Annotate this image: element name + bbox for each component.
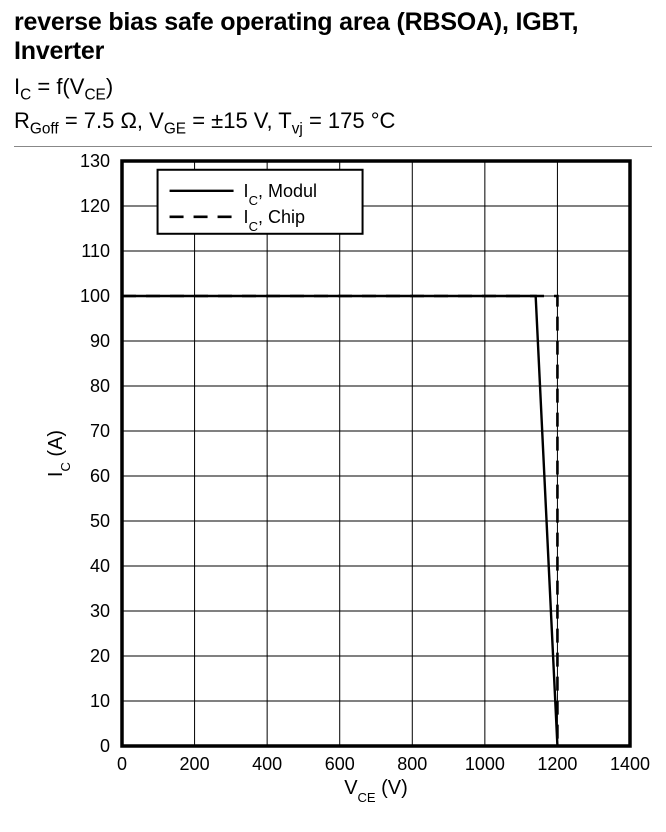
x-tick-label: 800 xyxy=(397,754,427,774)
x-axis-label: VCE (V) xyxy=(344,777,408,805)
x-tick-label: 600 xyxy=(325,754,355,774)
x-tick-label: 1000 xyxy=(465,754,505,774)
x-tick-label: 0 xyxy=(117,754,127,774)
x-tick-label: 1200 xyxy=(537,754,577,774)
y-tick-label: 100 xyxy=(80,286,110,306)
y-tick-label: 50 xyxy=(90,511,110,531)
figure-title: reverse bias safe operating area (RBSOA)… xyxy=(14,8,652,66)
legend: IC, ModulIC, Chip xyxy=(158,170,363,234)
y-tick-label: 30 xyxy=(90,601,110,621)
y-tick-label: 130 xyxy=(80,153,110,171)
y-tick-label: 40 xyxy=(90,556,110,576)
y-tick-label: 20 xyxy=(90,646,110,666)
x-tick-label: 200 xyxy=(180,754,210,774)
chart-svg: 0 200 400 600 800 1000 1200 1400 0 10 20 30 40 50 60 70… xyxy=(14,153,652,813)
divider xyxy=(14,146,652,147)
y-tick-label: 70 xyxy=(90,421,110,441)
y-axis-label: IC (A) xyxy=(45,430,73,477)
y-tick-label: 0 xyxy=(100,736,110,756)
y-tick-label: 110 xyxy=(81,241,110,261)
page-root: reverse bias safe operating area (RBSOA)… xyxy=(0,0,666,832)
x-tick-label: 1400 xyxy=(610,754,650,774)
x-tick-label: 400 xyxy=(252,754,282,774)
rbsoa-chart: 0 200 400 600 800 1000 1200 1400 0 10 20 30 40 50 60 70… xyxy=(14,153,652,813)
y-tick-label: 90 xyxy=(90,331,110,351)
y-tick-label: 120 xyxy=(80,196,110,216)
y-tick-label: 80 xyxy=(90,376,110,396)
figure-equation: IC = f(VCE) xyxy=(14,72,652,106)
y-tick-label: 10 xyxy=(90,691,110,711)
figure-conditions: RGoff = 7.5 Ω, VGE = ±15 V, Tvj = 175 °C xyxy=(14,106,652,140)
y-tick-label: 60 xyxy=(90,466,110,486)
